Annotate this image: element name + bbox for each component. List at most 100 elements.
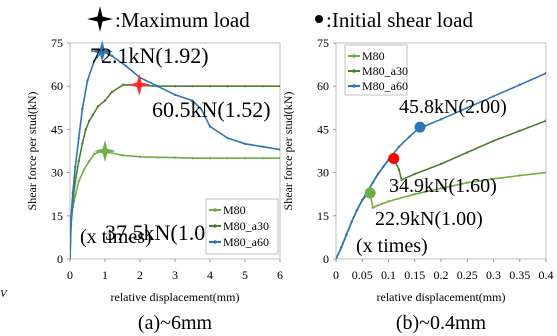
x-tick-label-b: 0.1	[381, 268, 396, 282]
series-point-m80-a60-a	[226, 136, 229, 140]
maximum-load-legend-label: :Maximum load	[115, 8, 250, 32]
series-point-m80-a60-a	[110, 54, 114, 58]
series-point-m80-b	[544, 171, 546, 174]
series-point-m80-a60-b	[518, 83, 521, 86]
series-point-m80-a30-b	[466, 151, 469, 154]
x-tick-label-a: 3	[172, 268, 178, 282]
x-tick-label-a: 5	[242, 268, 248, 282]
x-times-note-a: (x times)	[80, 226, 152, 248]
series-point-m80-b	[387, 200, 390, 203]
series-point-m80-a30-a	[278, 85, 280, 88]
marker-value-label-m80-a30-b: 34.9kN(1.60)	[389, 175, 497, 197]
series-point-m80-a30-a	[191, 85, 194, 88]
series-point-m80-a30-b	[544, 119, 546, 122]
y-tick-label-a: 15	[51, 209, 63, 223]
series-point-m80-a	[82, 168, 86, 171]
series-point-m80-b	[518, 174, 521, 177]
series-point-m80-a60-b	[371, 181, 374, 184]
legend-label-m80-a30-b: M80_a30	[362, 64, 408, 78]
x-tick-label-b: 0.15	[404, 268, 425, 282]
series-point-m80-a60-b	[340, 246, 343, 249]
series-point-m80-a60-a	[278, 148, 280, 151]
series-point-m80-a30-a	[208, 85, 212, 88]
series-point-m80-a30-a	[243, 85, 247, 88]
series-point-m80-a60-a	[261, 145, 264, 148]
series-point-m80-b	[376, 204, 380, 207]
series-point-m80-a30-b	[397, 168, 401, 171]
series-point-m80-a60-b	[408, 135, 411, 138]
series-point-m80-b	[492, 177, 495, 181]
series-point-m80-a	[156, 156, 159, 159]
series-point-m80-a30-a	[173, 85, 177, 88]
y-tick-label-b: 15	[317, 209, 329, 223]
y-tick-label-a: 30	[51, 166, 63, 180]
series-point-m80-a30-b	[413, 172, 416, 176]
x-tick-label-b: 0.3	[486, 268, 501, 282]
series-point-m80-a30-a	[226, 85, 229, 88]
series-point-m80-a60-b	[466, 106, 469, 110]
initial-shear-load-dot-icon	[315, 15, 323, 23]
series-point-m80-a30-a	[81, 142, 84, 145]
legend-swatch-dot-m80-a60-b	[352, 84, 356, 88]
series-point-m80-a30-a	[91, 113, 94, 117]
series-point-m80-a60-a	[156, 85, 159, 88]
y-tick-label-a: 45	[51, 122, 63, 136]
series-point-m80-a60-b	[544, 72, 546, 75]
series-point-m80-a	[77, 180, 80, 183]
series-point-m80-a60-b	[345, 233, 348, 236]
series-point-m80-a60-a	[77, 136, 80, 140]
x-tick-label-b: 0.2	[434, 268, 449, 282]
series-point-m80-a	[191, 157, 194, 160]
series-point-m80-a60-b	[397, 145, 401, 148]
series-line-m80-a	[70, 150, 280, 259]
x-tick-label-b: 0.4	[539, 268, 554, 282]
marker-value-label-m80-a60-b: 45.8kN(2.00)	[399, 96, 507, 118]
y-tick-label-a: 75	[51, 36, 63, 50]
x-tick-label-b: 0	[333, 268, 339, 282]
series-point-m80-a60-a	[243, 142, 247, 145]
series-point-m80-a	[261, 157, 264, 160]
y-tick-label-a: 0	[57, 252, 63, 266]
chart-caption-a: (a)~6mm	[138, 312, 213, 334]
series-point-m80-a	[208, 157, 212, 160]
series-point-m80-a60-a	[124, 64, 128, 68]
initial-shear-load-dot-m80-a30-b	[388, 152, 400, 164]
maximum-load-star-m80-a30-a	[128, 73, 151, 96]
series-point-m80-a	[226, 157, 229, 160]
legend-swatch-dot-m80-b	[352, 54, 356, 58]
x-tick-label-a: 2	[137, 268, 143, 282]
marker-value-label-m80-a60-a: 72.1kN(1.92)	[90, 43, 209, 68]
legend-swatch-dot-m80-a60-a	[213, 240, 217, 244]
x-tick-label-b: 0.25	[457, 268, 478, 282]
series-point-m80-a60-a	[208, 125, 212, 128]
y-tick-label-b: 45	[317, 122, 329, 136]
y-axis-label-a: Shear force per stud(kN)	[25, 92, 39, 211]
series-point-m80-a60-b	[492, 95, 495, 98]
series-point-m80-a30-b	[439, 162, 443, 166]
marker-value-label-m80-a: 37.5kN(1.00)	[105, 220, 224, 245]
x-axis-label-a: relative displacement(mm)	[111, 290, 240, 304]
series-point-m80-a60-a	[86, 79, 89, 82]
series-point-m80-a60-b	[361, 198, 364, 202]
marker-value-label-m80-b: 22.9kN(1.00)	[375, 208, 483, 230]
series-point-m80-a60-a	[191, 99, 194, 102]
series-point-m80-a	[74, 194, 77, 197]
series-point-m80-a60-a	[70, 217, 73, 220]
series-point-m80-a	[121, 154, 124, 157]
series-point-m80-a	[173, 156, 177, 159]
initial-shear-load-legend-label: :Initial shear load	[326, 8, 473, 32]
series-point-m80-a30-a	[88, 119, 91, 122]
initial-shear-load-dot-m80-a60-b	[414, 121, 426, 133]
legend-label-m80-a: M80	[223, 203, 246, 217]
series-point-m80-a30-a	[77, 159, 80, 163]
x-tick-label-a: 6	[277, 268, 283, 282]
x-times-note-b: (x times)	[356, 235, 428, 257]
stray-mark: V	[0, 288, 8, 300]
y-tick-label-a: 60	[51, 79, 63, 93]
series-point-m80-a30-a	[103, 99, 107, 102]
maximum-load-star-m80-a60-a	[91, 40, 114, 63]
x-tick-label-b: 0.35	[509, 268, 530, 282]
x-tick-label-b: 0.05	[352, 268, 373, 282]
series-point-m80-b	[413, 193, 416, 196]
